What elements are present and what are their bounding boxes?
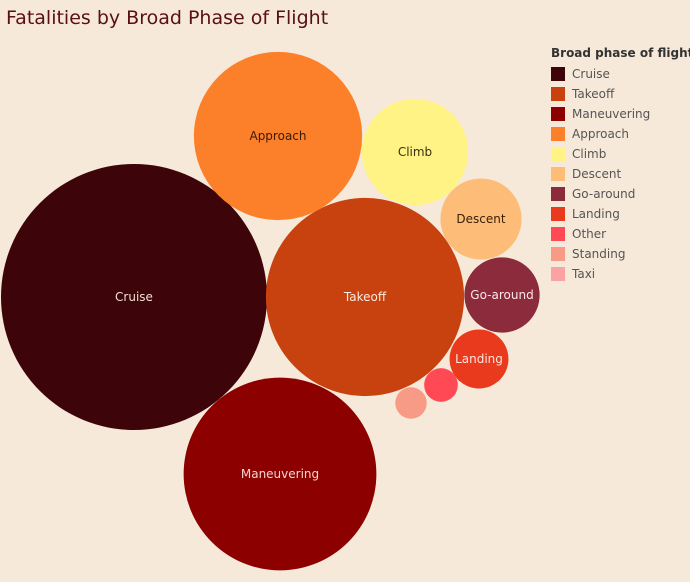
legend-label-cruise: Cruise	[572, 67, 610, 81]
bubble-other[interactable]	[424, 368, 458, 402]
bubble-approach[interactable]	[193, 51, 363, 221]
chart-title: Fatalities by Broad Phase of Flight	[6, 7, 329, 29]
bubble-takeoff[interactable]	[265, 197, 465, 397]
legend-swatch-landing	[551, 207, 565, 221]
legend-label-takeoff: Takeoff	[572, 87, 615, 101]
bubble-label-landing: Landing	[455, 352, 503, 366]
legend-item-go-around[interactable]: Go-around	[551, 184, 690, 204]
legend-swatch-climb	[551, 147, 565, 161]
legend-label-go-around: Go-around	[572, 187, 636, 201]
bubble-standing[interactable]	[395, 387, 427, 419]
legend-swatch-descent	[551, 167, 565, 181]
legend-item-other[interactable]: Other	[551, 224, 690, 244]
legend-label-taxi: Taxi	[572, 267, 596, 281]
legend-item-landing[interactable]: Landing	[551, 204, 690, 224]
bubble-label-climb: Climb	[398, 145, 432, 159]
bubble-label-maneuvering: Maneuvering	[241, 467, 319, 481]
legend-label-maneuvering: Maneuvering	[572, 107, 651, 121]
legend: Broad phase of flight Cruise Takeoff Maneu…	[551, 46, 690, 284]
bubble-label-cruise: Cruise	[115, 290, 153, 304]
legend-item-cruise[interactable]: Cruise	[551, 64, 690, 84]
legend-item-standing[interactable]: Standing	[551, 244, 690, 264]
bubble-descent[interactable]	[440, 178, 522, 260]
bubble-label-takeoff: Takeoff	[343, 290, 387, 304]
legend-label-descent: Descent	[572, 167, 622, 181]
legend-label-climb: Climb	[572, 147, 607, 161]
legend-items: Cruise Takeoff Maneuvering Approach Climb Des…	[551, 64, 690, 284]
legend-item-taxi[interactable]: Taxi	[551, 264, 690, 284]
legend-item-descent[interactable]: Descent	[551, 164, 690, 184]
legend-label-standing: Standing	[572, 247, 626, 261]
bubble-chart: Cruise Takeoff Maneuvering Approach Climb Des…	[1, 51, 540, 571]
legend-label-landing: Landing	[572, 207, 620, 221]
legend-swatch-other	[551, 227, 565, 241]
legend-label-other: Other	[572, 227, 607, 241]
bubble-maneuvering[interactable]	[183, 377, 377, 571]
legend-label-approach: Approach	[572, 127, 630, 141]
legend-item-climb[interactable]: Climb	[551, 144, 690, 164]
bubble-label-go-around: Go-around	[470, 288, 533, 302]
bubble-landing[interactable]	[449, 329, 509, 389]
legend-swatch-takeoff	[551, 87, 565, 101]
legend-swatch-approach	[551, 127, 565, 141]
legend-swatch-cruise	[551, 67, 565, 81]
bubble-go-around[interactable]	[464, 257, 540, 333]
legend-title: Broad phase of flight	[551, 46, 690, 60]
legend-item-approach[interactable]: Approach	[551, 124, 690, 144]
legend-item-maneuvering[interactable]: Maneuvering	[551, 104, 690, 124]
bubble-label-descent: Descent	[456, 212, 505, 226]
legend-swatch-maneuvering	[551, 107, 565, 121]
bubble-label-approach: Approach	[249, 129, 306, 143]
legend-swatch-standing	[551, 247, 565, 261]
legend-item-takeoff[interactable]: Takeoff	[551, 84, 690, 104]
legend-swatch-go-around	[551, 187, 565, 201]
legend-swatch-taxi	[551, 267, 565, 281]
bubble-climb[interactable]	[361, 98, 469, 206]
bubble-cruise[interactable]	[1, 164, 267, 430]
